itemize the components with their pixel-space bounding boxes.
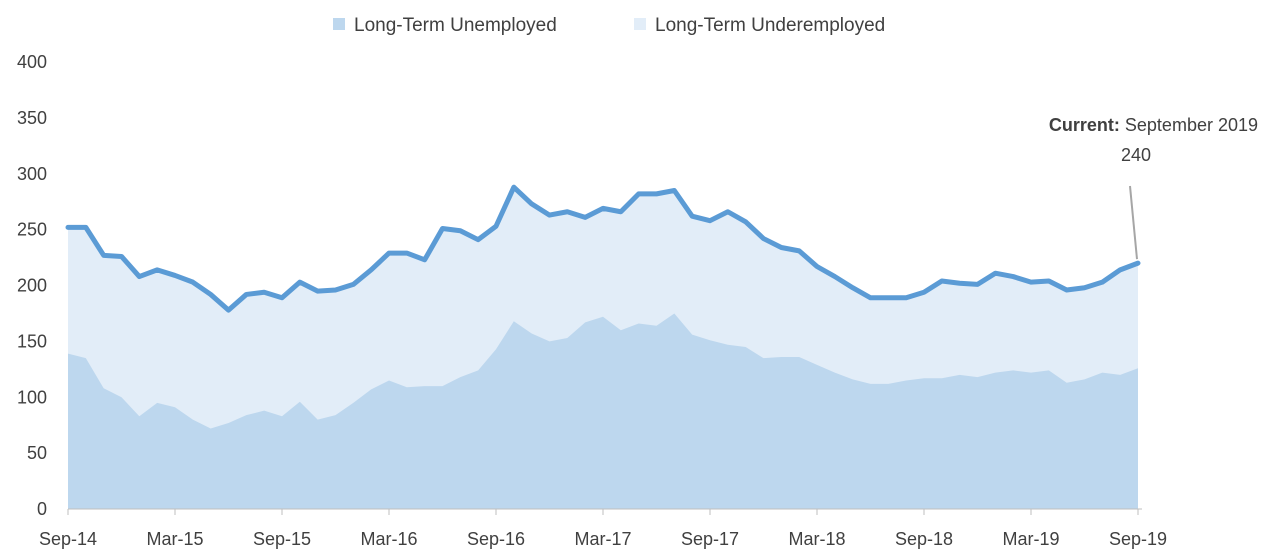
- y-tick-label: 0: [37, 499, 47, 519]
- annotation-value: 240: [1121, 145, 1151, 165]
- x-tick-label: Sep-19: [1109, 529, 1167, 549]
- legend-label: Long-Term Underemployed: [655, 15, 885, 36]
- x-tick-label: Mar-18: [788, 529, 845, 549]
- annotation-current-label: Current:: [1049, 115, 1125, 135]
- legend-swatch: [333, 18, 345, 30]
- area-long-term-unemployed: [68, 313, 1138, 509]
- y-tick-label: 100: [17, 387, 47, 407]
- y-tick-label: 50: [27, 443, 47, 463]
- annotation-label: Current: September 2019: [1049, 115, 1258, 135]
- y-tick-label: 150: [17, 331, 47, 351]
- x-tick-label: Sep-15: [253, 529, 311, 549]
- x-tick-label: Sep-18: [895, 529, 953, 549]
- y-tick-label: 300: [17, 164, 47, 184]
- total-line: [65, 184, 1141, 313]
- legend-label: Long-Term Unemployed: [354, 15, 557, 36]
- x-tick-label: Mar-15: [146, 529, 203, 549]
- annotation-leader-line: [1129, 185, 1138, 260]
- area-series: [68, 187, 1138, 509]
- x-tick-label: Mar-16: [360, 529, 417, 549]
- x-tick-label: Sep-17: [681, 529, 739, 549]
- annotation-date: September 2019: [1125, 115, 1258, 135]
- x-tick-label: Sep-16: [467, 529, 525, 549]
- y-tick-label: 350: [17, 108, 47, 128]
- legend-swatch: [634, 18, 646, 30]
- x-axis-ticks: Sep-14 Mar-15 Sep-15 Mar-16 Sep-16 Mar-17 Sep-…: [39, 509, 1167, 549]
- y-axis-ticks: 0 50 100 150 200 250 300 350 400: [17, 52, 47, 519]
- current-annotation: Current: September 2019 240: [1049, 115, 1258, 260]
- y-tick-label: 400: [17, 52, 47, 72]
- legend: Long-Term Unemployed Long-Term Underemplo…: [333, 15, 885, 36]
- x-tick-label: Mar-19: [1002, 529, 1059, 549]
- x-tick-label: Mar-17: [574, 529, 631, 549]
- total-series-line: [65, 184, 1141, 313]
- y-tick-label: 200: [17, 276, 47, 296]
- y-tick-label: 250: [17, 220, 47, 240]
- x-tick-label: Sep-14: [39, 529, 97, 549]
